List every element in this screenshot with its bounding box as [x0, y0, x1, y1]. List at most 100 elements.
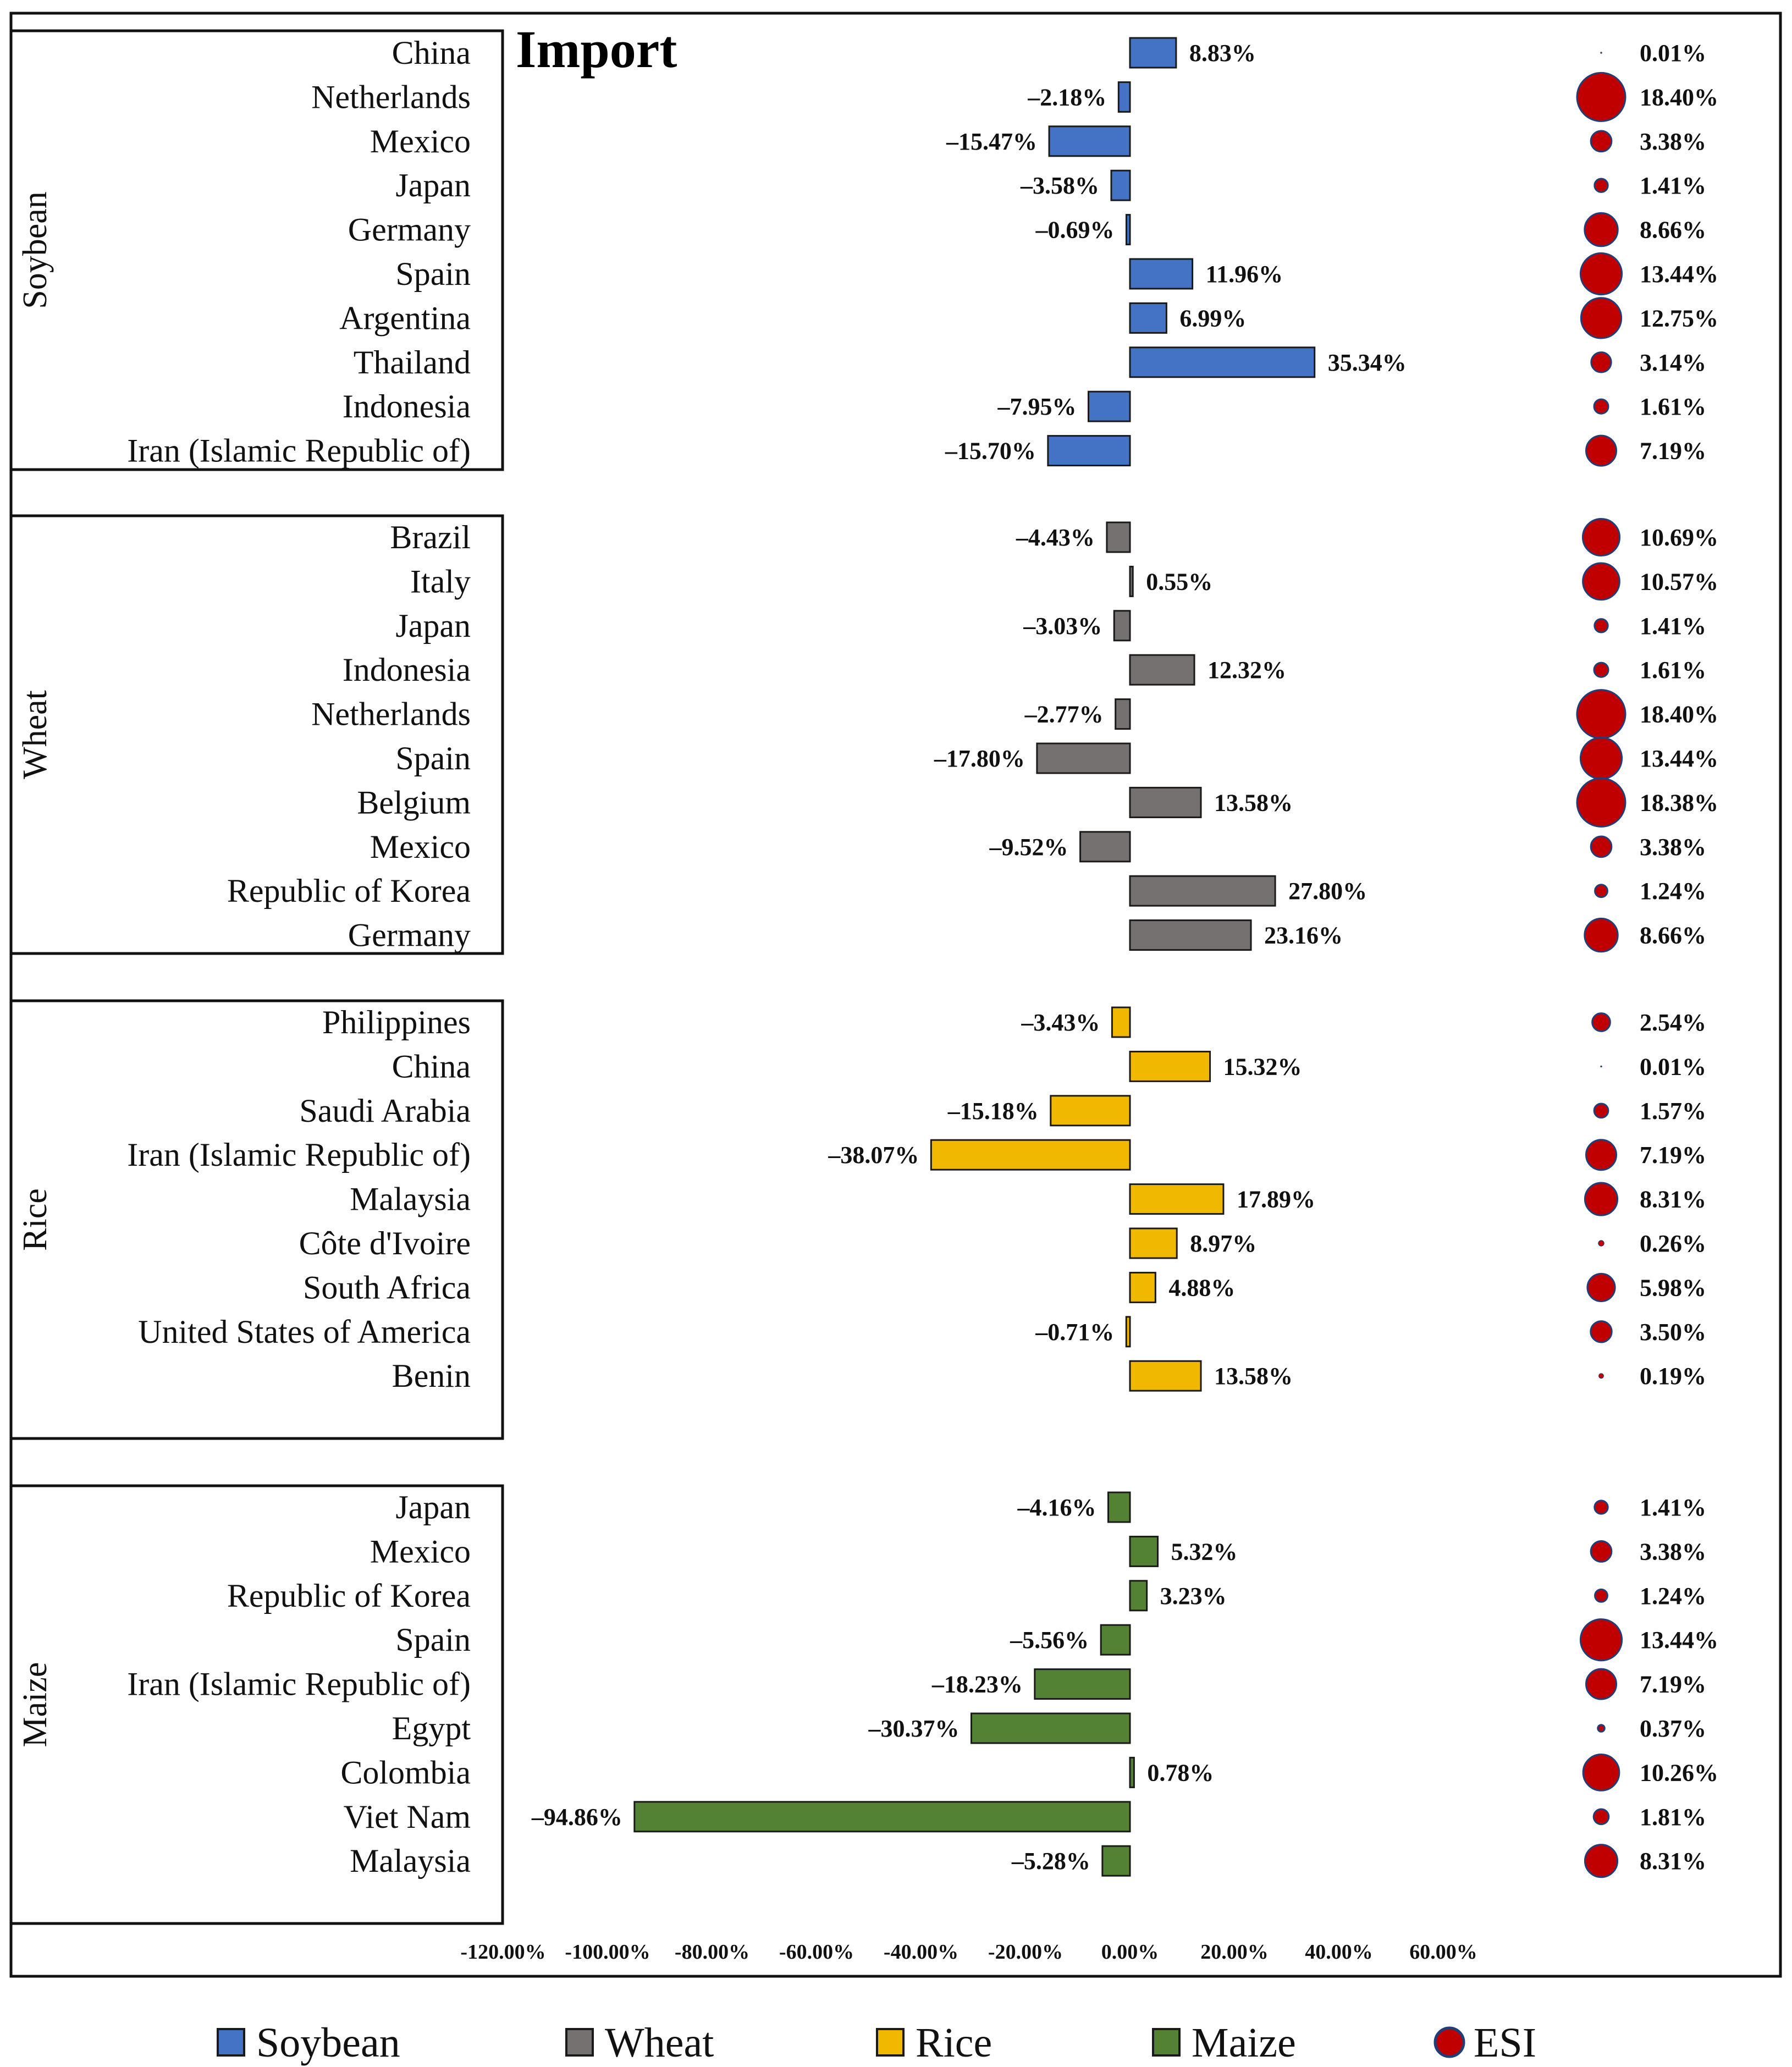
esi-bubble-soybean-5: [1579, 252, 1623, 296]
esi-bubble-soybean-2: [1590, 130, 1613, 153]
bar-soybean-1: [1117, 81, 1131, 113]
panel-rice: [9, 999, 504, 1440]
country-label-rice-1: China: [392, 1048, 471, 1084]
esi-label-rice-5: 0.26%: [1640, 1230, 1706, 1257]
country-label-rice-7: United States of America: [138, 1314, 471, 1350]
bar-wheat-3: [1129, 654, 1195, 686]
country-label-wheat-8: Republic of Korea: [227, 873, 471, 909]
value-label-wheat-6: 13.58%: [1214, 789, 1293, 816]
value-label-rice-6: 4.88%: [1168, 1274, 1235, 1301]
esi-bubble-wheat-4: [1576, 689, 1626, 740]
country-label-rice-5: Côte d'Ivoire: [299, 1225, 471, 1261]
country-label-soybean-2: Mexico: [370, 123, 471, 159]
chart-title: Import: [516, 20, 677, 79]
legend-label-soybean: Soybean: [256, 2020, 400, 2066]
country-label-soybean-3: Japan: [395, 167, 471, 203]
value-label-rice-8: 13.58%: [1214, 1363, 1293, 1390]
esi-bubble-wheat-0: [1581, 517, 1621, 557]
x-tick-label-7: 20.00%: [1200, 1941, 1269, 1964]
bar-maize-3: [1100, 1624, 1131, 1656]
esi-label-soybean-1: 18.40%: [1640, 84, 1718, 111]
value-label-rice-0: –3.43%: [1021, 1009, 1100, 1036]
esi-bubble-wheat-5: [1579, 736, 1623, 780]
value-label-soybean-1: –2.18%: [1027, 84, 1106, 111]
esi-label-wheat-9: 8.66%: [1640, 922, 1706, 949]
bar-soybean-3: [1110, 169, 1131, 201]
value-label-rice-2: –15.18%: [947, 1098, 1039, 1125]
value-label-rice-5: 8.97%: [1190, 1230, 1256, 1257]
esi-label-rice-2: 1.57%: [1640, 1098, 1706, 1125]
group-label-soybean: Soybean: [16, 191, 54, 309]
bar-soybean-6: [1129, 302, 1167, 334]
x-tick-label-4: -40.00%: [884, 1941, 958, 1964]
esi-label-rice-3: 7.19%: [1640, 1142, 1706, 1168]
esi-label-maize-3: 13.44%: [1640, 1627, 1718, 1653]
esi-bubble-rice-0: [1591, 1012, 1611, 1032]
value-label-wheat-5: –17.80%: [934, 745, 1025, 772]
esi-label-maize-2: 1.24%: [1640, 1583, 1706, 1609]
esi-label-wheat-1: 10.57%: [1640, 568, 1718, 595]
bar-wheat-8: [1129, 875, 1276, 907]
bar-maize-0: [1107, 1491, 1131, 1523]
x-tick-label-5: -20.00%: [988, 1941, 1063, 1964]
country-label-wheat-6: Belgium: [357, 784, 471, 820]
esi-label-wheat-6: 18.38%: [1640, 789, 1718, 816]
value-label-wheat-8: 27.80%: [1288, 878, 1367, 905]
country-label-soybean-4: Germany: [348, 212, 471, 248]
esi-label-soybean-7: 3.14%: [1640, 349, 1706, 376]
esi-label-maize-4: 7.19%: [1640, 1671, 1706, 1698]
esi-bubble-rice-2: [1593, 1103, 1609, 1119]
esi-bubble-maize-6: [1582, 1754, 1620, 1792]
esi-bubble-soybean-9: [1585, 434, 1618, 467]
country-label-maize-1: Mexico: [370, 1533, 471, 1569]
esi-label-soybean-5: 13.44%: [1640, 261, 1718, 288]
bar-soybean-7: [1129, 346, 1316, 378]
bar-rice-2: [1050, 1095, 1131, 1127]
bar-rice-8: [1129, 1360, 1202, 1392]
value-label-maize-0: –4.16%: [1017, 1494, 1096, 1521]
esi-bubble-soybean-0: [1600, 52, 1602, 54]
esi-label-wheat-0: 10.69%: [1640, 524, 1718, 551]
x-tick-label-2: -80.00%: [675, 1941, 749, 1964]
esi-bubble-rice-3: [1585, 1139, 1618, 1171]
country-label-rice-6: South Africa: [303, 1269, 471, 1305]
bar-maize-2: [1129, 1580, 1148, 1612]
bar-rice-6: [1129, 1271, 1156, 1303]
country-label-wheat-4: Netherlands: [311, 696, 471, 732]
bar-wheat-9: [1129, 919, 1252, 951]
esi-bubble-rice-8: [1598, 1373, 1604, 1379]
bar-maize-8: [1101, 1845, 1131, 1877]
esi-bubble-wheat-3: [1593, 662, 1609, 678]
value-label-wheat-7: –9.52%: [989, 834, 1068, 861]
esi-bubble-wheat-2: [1593, 618, 1609, 633]
country-label-wheat-2: Japan: [395, 608, 471, 644]
esi-bubble-wheat-1: [1582, 562, 1620, 601]
legend-label-esi: ESI: [1474, 2020, 1536, 2066]
value-label-maize-1: 5.32%: [1171, 1538, 1238, 1565]
bar-rice-0: [1111, 1006, 1131, 1038]
bars: 8.83% –2.18% –15.47% –3.58% –0.69% 11.96% 6.99…: [531, 37, 1407, 1877]
country-label-wheat-3: Indonesia: [343, 652, 471, 688]
bar-rice-5: [1129, 1227, 1178, 1259]
esi-label-wheat-8: 1.24%: [1640, 878, 1706, 905]
esi-label-rice-8: 0.19%: [1640, 1363, 1706, 1390]
value-label-wheat-0: –4.43%: [1016, 524, 1095, 551]
value-label-soybean-4: –0.69%: [1035, 217, 1114, 244]
legend-label-rice: Rice: [916, 2020, 992, 2066]
value-label-wheat-9: 23.16%: [1264, 922, 1343, 949]
value-label-wheat-1: 0.55%: [1146, 568, 1212, 595]
esi-bubble-soybean-4: [1584, 212, 1619, 247]
esi-bubble-maize-0: [1593, 1500, 1609, 1515]
esi-label-soybean-4: 8.66%: [1640, 217, 1706, 244]
country-label-wheat-9: Germany: [348, 917, 471, 953]
legend-swatch-maize: [1152, 2028, 1181, 2057]
value-label-soybean-7: 35.34%: [1328, 349, 1407, 376]
country-label-soybean-0: China: [392, 35, 471, 71]
bar-soybean-8: [1087, 390, 1131, 422]
esi-label-wheat-4: 18.40%: [1640, 701, 1718, 728]
esi-bubble-maize-5: [1597, 1724, 1606, 1733]
value-label-wheat-4: –2.77%: [1024, 701, 1104, 728]
country-label-maize-4: Iran (Islamic Republic of): [127, 1666, 471, 1702]
esi-bubble-maize-2: [1594, 1588, 1608, 1603]
x-tick-label-1: -100.00%: [565, 1941, 650, 1964]
